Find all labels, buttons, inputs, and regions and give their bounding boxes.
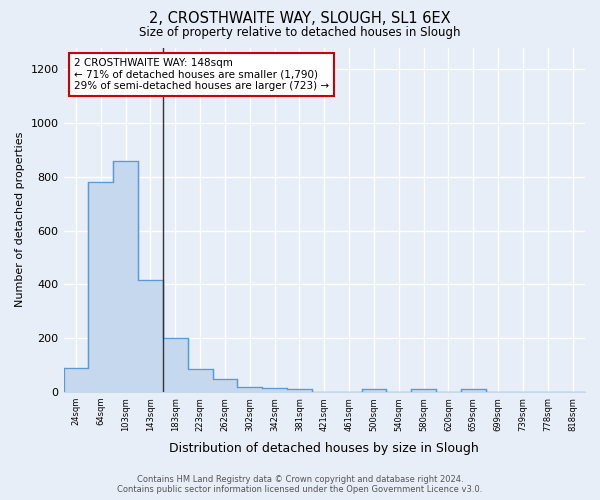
X-axis label: Distribution of detached houses by size in Slough: Distribution of detached houses by size … <box>169 442 479 455</box>
Text: Size of property relative to detached houses in Slough: Size of property relative to detached ho… <box>139 26 461 39</box>
Text: Contains HM Land Registry data © Crown copyright and database right 2024.
Contai: Contains HM Land Registry data © Crown c… <box>118 474 482 494</box>
Text: 2, CROSTHWAITE WAY, SLOUGH, SL1 6EX: 2, CROSTHWAITE WAY, SLOUGH, SL1 6EX <box>149 11 451 26</box>
Text: 2 CROSTHWAITE WAY: 148sqm
← 71% of detached houses are smaller (1,790)
29% of se: 2 CROSTHWAITE WAY: 148sqm ← 71% of detac… <box>74 58 329 91</box>
Y-axis label: Number of detached properties: Number of detached properties <box>15 132 25 308</box>
